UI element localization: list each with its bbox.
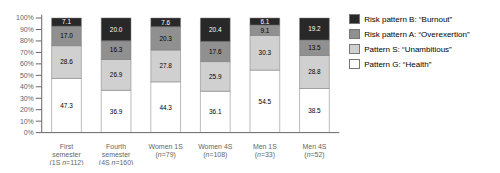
svg-text:7.1: 7.1: [62, 18, 71, 25]
svg-text:30.3: 30.3: [259, 49, 272, 56]
svg-text:Men 4S(n=52): Men 4S(n=52): [302, 142, 326, 158]
svg-text:Women 1S(n=79): Women 1S(n=79): [149, 142, 184, 158]
svg-text:Fourthsemester(4S n=160): Fourthsemester(4S n=160): [99, 142, 134, 165]
svg-text:9.1: 9.1: [260, 27, 269, 34]
svg-text:28.8: 28.8: [308, 68, 321, 75]
svg-text:27.8: 27.8: [159, 62, 172, 69]
svg-text:20%: 20%: [20, 106, 34, 113]
svg-text:100%: 100%: [16, 15, 34, 22]
svg-text:47.3: 47.3: [60, 102, 73, 109]
svg-text:0%: 0%: [24, 129, 34, 136]
svg-text:20.0: 20.0: [110, 26, 123, 33]
svg-text:40%: 40%: [20, 83, 34, 90]
html-text:Pattern G: “Health”: Pattern G: “Health”: [364, 59, 432, 69]
svg-text:Women 4S(n=108): Women 4S(n=108): [198, 142, 233, 158]
svg-text:16.3: 16.3: [110, 46, 123, 53]
svg-text:38.5: 38.5: [308, 107, 321, 114]
svg-text:60%: 60%: [20, 60, 34, 67]
svg-text:36.9: 36.9: [110, 108, 123, 115]
svg-text:50%: 50%: [20, 72, 34, 79]
svg-text:44.3: 44.3: [159, 104, 172, 111]
svg-text:36.1: 36.1: [209, 108, 222, 115]
svg-text:13.5: 13.5: [308, 44, 321, 51]
svg-text:54.5: 54.5: [259, 98, 272, 105]
svg-text:19.2: 19.2: [308, 25, 321, 32]
html-text:Pattern S: “Unambitious”: Pattern S: “Unambitious”: [364, 44, 452, 54]
svg-text:7.6: 7.6: [161, 19, 170, 26]
svg-text:90%: 90%: [20, 26, 34, 33]
svg-text:28.6: 28.6: [60, 58, 73, 65]
svg-text:20.4: 20.4: [209, 26, 222, 33]
html-text:Risk pattern B: “Burnout”: Risk pattern B: “Burnout”: [364, 14, 453, 24]
svg-text:17.0: 17.0: [60, 32, 73, 39]
svg-text:80%: 80%: [20, 37, 34, 44]
svg-text:30%: 30%: [20, 95, 34, 102]
svg-text:10%: 10%: [20, 118, 34, 125]
svg-text:26.9: 26.9: [110, 71, 123, 78]
svg-text:70%: 70%: [20, 49, 34, 56]
svg-text:6.1: 6.1: [260, 18, 269, 25]
svg-text:Men 1S(n=33): Men 1S(n=33): [253, 142, 277, 158]
svg-text:25.9: 25.9: [209, 73, 222, 80]
svg-text:20.3: 20.3: [159, 35, 172, 42]
svg-text:Firstsemester(1S n=112): Firstsemester(1S n=112): [50, 142, 84, 165]
html-text:Risk pattern A: “Overexertion”: Risk pattern A: “Overexertion”: [364, 29, 470, 39]
svg-text:17.6: 17.6: [209, 48, 222, 55]
